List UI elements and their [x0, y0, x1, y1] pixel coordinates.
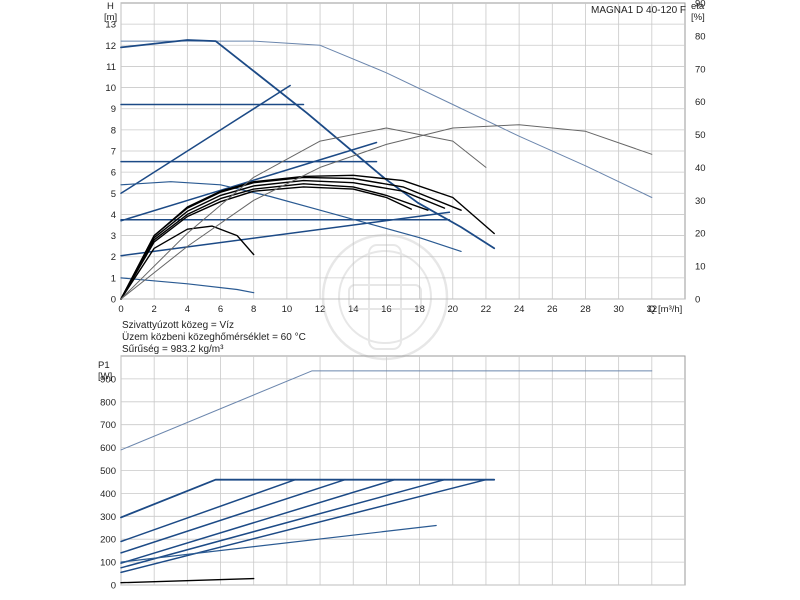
power-y-tick-label: 700: [100, 420, 116, 431]
head-curve-proportional: [120, 181, 462, 252]
y-axis-label-h: H: [107, 1, 114, 12]
note-density: Sűrűség = 983.2 kg/m³: [122, 344, 224, 355]
y2-tick-label: 90: [695, 0, 706, 10]
x-tick-label: 14: [348, 304, 359, 315]
x-tick-label: 8: [251, 304, 256, 315]
power-curve-constant: [120, 478, 346, 554]
y2-tick-label: 30: [695, 196, 706, 207]
head-curve-auto: [120, 186, 412, 300]
model-label: MAGNA1 D 40-120 F: [591, 5, 686, 16]
power-curve-proportional: [120, 524, 437, 563]
x-tick-label: 2: [152, 304, 157, 315]
head-flow-chart: 0 2 4 6 8 10 12 14 16 18 20 22 24 26 28 30 3201234567891…: [105, 0, 706, 361]
head-curve-constant-pressure: [120, 84, 291, 195]
y-axis-unit-h: [m]: [104, 12, 117, 23]
y-tick-label: 0: [111, 295, 116, 306]
head-curve-auto: [120, 174, 495, 300]
y-tick-label: 4: [111, 210, 116, 221]
power-curve-constant: [120, 478, 446, 569]
power-y-tick-label: 600: [100, 443, 116, 454]
note-temperature: Üzem közbeni közeghőmérséklet = 60 °C: [122, 331, 306, 343]
y2-tick-label: 40: [695, 163, 706, 174]
y-tick-label: 12: [105, 41, 116, 52]
x-tick-label: 28: [580, 304, 591, 315]
power-y-tick-label: 900: [100, 374, 116, 385]
y2-tick-label: 80: [695, 31, 706, 42]
y-tick-label: 5: [111, 189, 116, 200]
watermark-crossbar: [348, 284, 422, 310]
watermark-bar: [368, 244, 402, 350]
x-tick-label: 20: [447, 304, 458, 315]
y-tick-label: 8: [111, 125, 116, 136]
power-curve-auto: [120, 577, 255, 584]
y-tick-label: 3: [111, 231, 116, 242]
x-tick-label: 24: [514, 304, 525, 315]
x-tick-label: 22: [481, 304, 492, 315]
watermark-logo: [321, 233, 449, 361]
x-tick-label: 12: [315, 304, 326, 315]
y2-tick-label: 60: [695, 97, 706, 108]
y2-tick-label: 70: [695, 64, 706, 75]
power-y-tick-label: 800: [100, 397, 116, 408]
efficiency-curve-efficiency: [120, 124, 653, 300]
power-curve-constant-curve: [120, 478, 496, 519]
power-y-tick-label: 0: [111, 581, 116, 592]
x-tick-label: 10: [282, 304, 293, 315]
y-tick-label: 6: [111, 168, 116, 179]
y-axis-unit-p1: [W]: [98, 371, 112, 382]
head-curve-constant-curve: [120, 39, 496, 250]
y-tick-label: 13: [105, 20, 116, 31]
y-tick-label: 11: [106, 62, 116, 73]
watermark-inner-ring: [338, 250, 432, 344]
y-tick-label: 2: [111, 252, 116, 263]
x-tick-label: 26: [547, 304, 558, 315]
power-curve-constant: [120, 478, 296, 543]
x-tick-label: 6: [218, 304, 223, 315]
y-tick-label: 9: [111, 104, 116, 115]
power-y-tick-label: 300: [100, 512, 116, 523]
y2-tick-label: 20: [695, 229, 706, 240]
power-y-tick-label: 200: [100, 535, 116, 546]
x-tick-label: 18: [414, 304, 425, 315]
power-curve-max-light: [120, 370, 653, 451]
efficiency-curve-efficiency: [120, 127, 487, 300]
x-tick-label: 30: [613, 304, 624, 315]
y-tick-label: 1: [111, 273, 116, 284]
power-y-tick-label: 100: [100, 558, 116, 569]
head-curve-auto: [120, 183, 429, 300]
y2-tick-label: 10: [695, 262, 706, 273]
power-y-tick-label: 500: [100, 466, 116, 477]
x-tick-label: 32: [647, 304, 658, 315]
x-tick-label: 16: [381, 304, 392, 315]
x-tick-label: 0: [118, 304, 123, 315]
y2-tick-label: 0: [695, 295, 700, 306]
y-axis-label-p1: P1: [98, 360, 110, 371]
y2-axis-label-eta: eta: [691, 1, 705, 12]
y-tick-label: 10: [105, 83, 116, 94]
y-tick-label: 7: [111, 147, 116, 158]
watermark-outer-ring: [321, 233, 449, 361]
power-curve-constant: [120, 478, 396, 564]
power-chart: 0 100 200 300 400 500 600 700 800 900: [100, 355, 686, 592]
note-medium: Szivattyúzott közeg = Víz: [122, 320, 234, 331]
power-y-tick-label: 400: [100, 489, 116, 500]
x-axis-label-q: Q [m³/h]: [648, 304, 682, 315]
y2-tick-label: 50: [695, 130, 706, 141]
power-curve-constant: [120, 478, 487, 574]
y2-axis-unit-eta: [%]: [691, 12, 705, 23]
head-curve-auto: [120, 225, 255, 300]
head-curve-auto: [120, 179, 446, 300]
x-tick-label: 4: [185, 304, 190, 315]
head-curve-proportional: [120, 277, 255, 294]
